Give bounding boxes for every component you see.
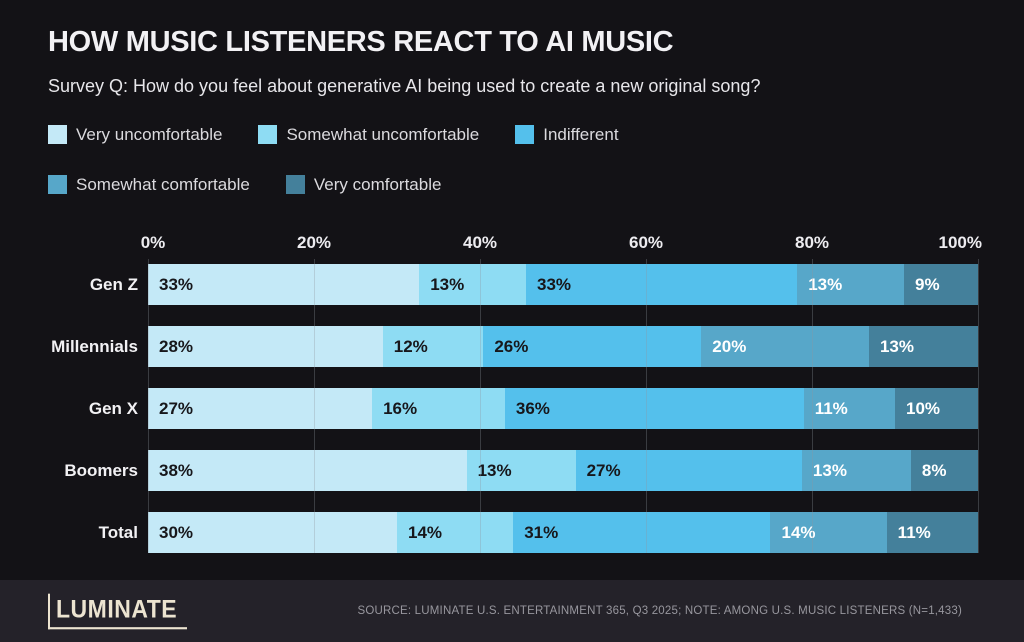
chart-row: Total 30% 14% 31% 14% 11% [99, 511, 978, 553]
bar-value-label: 27% [159, 398, 194, 418]
legend-item: Somewhat uncomfortable [258, 125, 479, 145]
bar-segment: 14% [397, 511, 514, 553]
footer: LUMINATE SOURCE: LUMINATE U.S. ENTERTAIN… [0, 580, 1024, 642]
bar-segment: 11% [803, 387, 895, 429]
bar-value-label: 20% [712, 336, 747, 356]
axis-tick: 0% [140, 232, 166, 252]
bar-segment: 13% [801, 449, 911, 491]
row-label: Gen Z [89, 274, 138, 294]
legend-label: Somewhat comfortable [76, 174, 250, 194]
survey-question: Survey Q: How do you feel about generati… [48, 76, 761, 97]
legend-label: Indifferent [543, 124, 619, 144]
bar-value-label: 26% [494, 336, 529, 356]
row-label: Millennials [51, 336, 138, 356]
bar-value-label: 13% [477, 460, 512, 480]
bar-segment: 26% [483, 325, 702, 367]
legend-item: Very comfortable [285, 174, 442, 195]
bar-value-label: 13% [808, 274, 843, 294]
legend-swatch-icon [285, 175, 305, 195]
bar-segment: 31% [513, 511, 771, 553]
stacked-bar: 27% 16% 36% 11% 10% [148, 387, 978, 429]
bar-segment: 28% [148, 325, 383, 367]
bar-value-label: 16% [383, 398, 418, 418]
stacked-bar: 38% 13% 27% 13% 8% [148, 449, 978, 491]
bar-segment: 33% [148, 263, 420, 305]
chart-row: Boomers 38% 13% 27% 13% 8% [64, 449, 978, 491]
bar-segment: 30% [148, 511, 397, 553]
legend-swatch-icon [515, 125, 535, 145]
bar-value-label: 11% [897, 522, 931, 542]
stacked-bar: 33% 13% 33% 13% 9% [148, 263, 978, 305]
chart-row: Millennials 28% 12% 26% 20% 13% [51, 325, 978, 367]
legend-swatch-icon [48, 175, 67, 195]
bar-value-label: 13% [812, 460, 847, 480]
bar-value-label: 36% [515, 398, 550, 418]
bar-segment: 12% [382, 325, 484, 367]
bar-value-label: 11% [814, 398, 848, 418]
bar-segment: 27% [148, 387, 373, 429]
row-label: Gen X [88, 398, 138, 418]
bar-segment: 8% [910, 449, 978, 491]
bar-segment: 13% [419, 263, 527, 305]
bar-segment: 9% [904, 263, 978, 305]
bar-value-label: 14% [781, 522, 816, 542]
chart-legend: Very uncomfortable Somewhat uncomfortable… [0, 125, 1024, 195]
bar-value-label: 33% [537, 274, 572, 294]
stacked-bar-chart: 0% 20% 40% 60% 80% 100% Gen Z 33% 13% 33% 13% 9% Mi… [51, 232, 982, 553]
axis-tick: 40% [462, 232, 498, 252]
row-label: Total [98, 522, 138, 542]
legend-swatch-icon [258, 125, 278, 145]
legend-label: Somewhat uncomfortable [286, 124, 480, 144]
chart-row: Gen X 27% 16% 36% 11% 10% [89, 387, 978, 429]
bar-value-label: 31% [524, 522, 559, 542]
legend-item: Very uncomfortable [48, 125, 222, 145]
bar-segment: 27% [575, 449, 802, 491]
bar-value-label: 13% [430, 274, 465, 294]
bar-segment: 10% [894, 387, 978, 429]
chart-row: Gen Z 33% 13% 33% 13% 9% [90, 263, 978, 305]
axis-tick: 80% [794, 232, 830, 252]
bar-value-label: 28% [159, 336, 194, 356]
luminate-logo: LUMINATE [48, 593, 188, 629]
legend-label: Very comfortable [313, 174, 442, 194]
bar-value-label: 13% [879, 336, 914, 356]
axis-tick: 20% [296, 232, 332, 252]
legend-swatch-icon [48, 125, 67, 145]
bar-value-label: 10% [905, 398, 941, 418]
legend-item: Indifferent [515, 124, 619, 145]
legend-label: Very uncomfortable [76, 124, 223, 144]
bar-value-label: 30% [159, 522, 194, 542]
bar-value-label: 14% [408, 522, 443, 542]
bar-segment: 14% [770, 511, 887, 553]
bar-segment: 20% [701, 325, 869, 367]
bar-value-label: 9% [915, 274, 940, 294]
bar-segment: 13% [797, 263, 905, 305]
bar-value-label: 8% [921, 460, 947, 480]
bar-value-label: 12% [393, 336, 428, 356]
row-label: Boomers [64, 460, 138, 480]
bar-value-label: 27% [586, 460, 621, 480]
bar-segment: 11% [886, 511, 978, 553]
source-note: SOURCE: LUMINATE U.S. ENTERTAINMENT 365,… [357, 605, 962, 617]
axis-tick: 100% [938, 232, 982, 252]
chart-rows: Gen Z 33% 13% 33% 13% 9% Millennials 28% 12% 26% 2… [51, 258, 979, 553]
bar-segment: 33% [526, 263, 798, 305]
bar-segment: 36% [504, 387, 804, 429]
legend-item: Somewhat comfortable [48, 175, 250, 195]
bar-segment: 13% [466, 449, 576, 491]
stacked-bar: 30% 14% 31% 14% 11% [148, 511, 978, 553]
bar-segment: 13% [868, 325, 978, 367]
bar-segment: 16% [372, 387, 505, 429]
bar-value-label: 38% [159, 460, 194, 480]
bar-segment: 38% [148, 449, 467, 491]
stacked-bar: 28% 12% 26% 20% 13% [148, 325, 978, 367]
bar-value-label: 33% [159, 274, 194, 294]
x-axis: 0% 20% 40% 60% 80% 100% [141, 232, 982, 264]
header: HOW MUSIC LISTENERS REACT TO AI MUSIC Su… [0, 0, 1024, 98]
page-title: HOW MUSIC LISTENERS REACT TO AI MUSIC [48, 26, 674, 58]
axis-tick: 60% [628, 232, 664, 252]
